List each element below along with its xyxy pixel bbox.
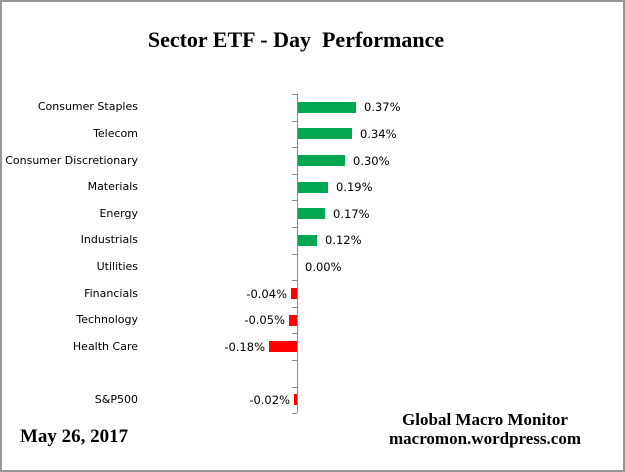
date-label: May 26, 2017 (20, 426, 129, 447)
category-label-telecom: Telecom (93, 127, 138, 140)
category-label-s-p500: S&P500 (94, 393, 138, 406)
value-label-consumer-discretionary: 0.30% (353, 154, 390, 168)
bar-consumer-staples (298, 102, 356, 113)
value-label-energy: 0.17% (333, 207, 370, 221)
value-label-financials: -0.04% (246, 287, 287, 301)
chart-title: Sector ETF - Day Performance (147, 27, 445, 52)
axis-tick (292, 387, 297, 388)
axis-tick (292, 147, 297, 148)
value-label-technology: -0.05% (244, 313, 285, 327)
bar-s-p500 (293, 394, 297, 405)
axis-tick (292, 413, 297, 414)
axis-tick (292, 254, 297, 255)
value-label-telecom: 0.34% (360, 127, 397, 141)
credit-source-url: macromon.wordpress.com (388, 429, 581, 448)
value-label-consumer-staples: 0.37% (364, 100, 401, 114)
value-label-utilities: 0.00% (305, 260, 342, 274)
credit-source-name: Global Macro Monitor (402, 410, 568, 429)
category-label-utilities: Utilities (96, 260, 138, 273)
bar-technology (289, 315, 298, 326)
axis-tick (292, 333, 297, 334)
axis-tick (292, 227, 297, 228)
bar-telecom (298, 128, 352, 139)
axis-tick (292, 280, 297, 281)
bar-financials (290, 288, 297, 299)
axis-tick (292, 360, 297, 361)
value-label-industrials: 0.12% (325, 233, 362, 247)
bar-consumer-discretionary (298, 155, 345, 166)
axis-tick (292, 94, 297, 95)
category-label-materials: Materials (87, 180, 138, 193)
axis-tick (292, 121, 297, 122)
category-label-consumer-discretionary: Consumer Discretionary (5, 154, 138, 167)
category-label-technology: Technology (76, 313, 138, 326)
axis-tick (292, 307, 297, 308)
category-axis-line (297, 94, 298, 414)
value-label-materials: 0.19% (336, 180, 373, 194)
axis-tick (292, 200, 297, 201)
value-label-s-p500: -0.02% (249, 393, 290, 407)
category-label-consumer-staples: Consumer Staples (37, 100, 138, 113)
category-label-health-care: Health Care (72, 340, 138, 353)
bar-health-care (268, 341, 297, 352)
value-label-health-care: -0.18% (224, 340, 265, 354)
bar-energy (298, 208, 325, 219)
category-label-energy: Energy (99, 207, 138, 220)
bar-industrials (298, 235, 317, 246)
axis-tick (292, 174, 297, 175)
bar-materials (298, 182, 328, 193)
category-label-industrials: Industrials (80, 233, 138, 246)
credit-block: Global Macro Monitor macromon.wordpress.… (355, 410, 615, 448)
category-label-financials: Financials (84, 287, 138, 300)
